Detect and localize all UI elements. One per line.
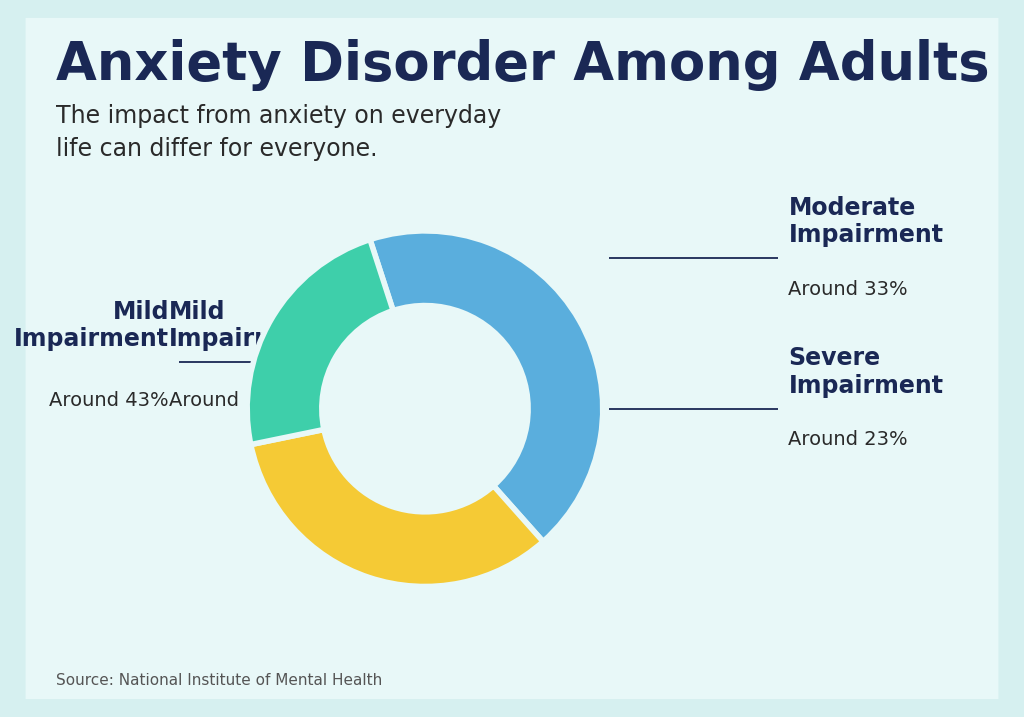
Text: Around 23%: Around 23%: [788, 430, 908, 449]
Text: Severe
Impairment: Severe Impairment: [788, 346, 943, 398]
Text: Mild
Impairment: Mild Impairment: [14, 300, 169, 351]
Text: Around 43%: Around 43%: [169, 391, 289, 409]
Text: Around 33%: Around 33%: [788, 280, 908, 298]
Text: Mild
Impairment: Mild Impairment: [169, 300, 324, 351]
Wedge shape: [247, 239, 393, 445]
Text: Around 43%: Around 43%: [49, 391, 169, 409]
Wedge shape: [370, 231, 603, 541]
Wedge shape: [251, 429, 543, 587]
FancyBboxPatch shape: [26, 18, 998, 699]
Text: Moderate
Impairment: Moderate Impairment: [788, 196, 943, 247]
Text: Source: National Institute of Mental Health: Source: National Institute of Mental Hea…: [56, 673, 383, 688]
Text: The impact from anxiety on everyday
life can differ for everyone.: The impact from anxiety on everyday life…: [56, 104, 502, 161]
Text: Anxiety Disorder Among Adults: Anxiety Disorder Among Adults: [56, 39, 990, 92]
